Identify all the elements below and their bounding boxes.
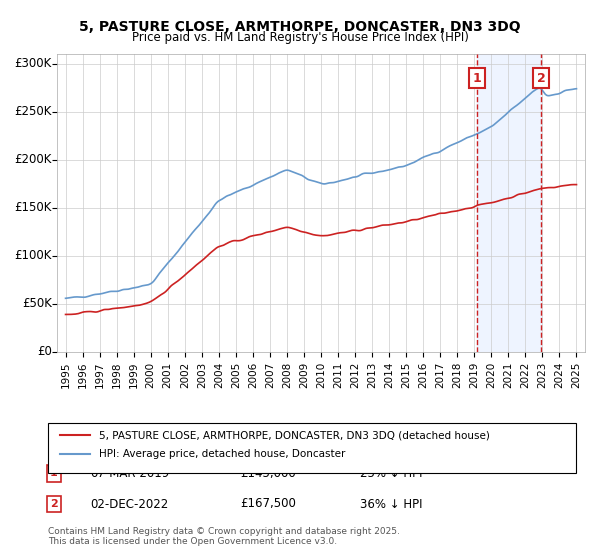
Text: £50K: £50K [22, 297, 52, 310]
Text: 07-MAR-2019: 07-MAR-2019 [90, 466, 169, 480]
Text: HPI: Average price, detached house, Doncaster: HPI: Average price, detached house, Donc… [99, 449, 346, 459]
Text: 25% ↓ HPI: 25% ↓ HPI [360, 466, 422, 480]
Text: 2: 2 [50, 499, 58, 509]
Text: 2: 2 [536, 72, 545, 85]
Text: £100K: £100K [14, 249, 52, 263]
Text: 5, PASTURE CLOSE, ARMTHORPE, DONCASTER, DN3 3DQ (detached house): 5, PASTURE CLOSE, ARMTHORPE, DONCASTER, … [99, 430, 490, 440]
Text: 02-DEC-2022: 02-DEC-2022 [90, 497, 168, 511]
Text: 1: 1 [50, 468, 58, 478]
Text: £300K: £300K [14, 57, 52, 71]
Text: £0: £0 [37, 346, 52, 358]
Text: Price paid vs. HM Land Registry's House Price Index (HPI): Price paid vs. HM Land Registry's House … [131, 31, 469, 44]
Text: £167,500: £167,500 [240, 497, 296, 511]
Text: £250K: £250K [14, 105, 52, 118]
Text: 1: 1 [473, 72, 482, 85]
Text: Contains HM Land Registry data © Crown copyright and database right 2025.
This d: Contains HM Land Registry data © Crown c… [48, 526, 400, 546]
Text: 5, PASTURE CLOSE, ARMTHORPE, DONCASTER, DN3 3DQ: 5, PASTURE CLOSE, ARMTHORPE, DONCASTER, … [79, 20, 521, 34]
Text: £145,000: £145,000 [240, 466, 296, 480]
Text: £150K: £150K [14, 202, 52, 214]
Text: 36% ↓ HPI: 36% ↓ HPI [360, 497, 422, 511]
Bar [477, 54, 541, 352]
Text: £200K: £200K [14, 153, 52, 166]
